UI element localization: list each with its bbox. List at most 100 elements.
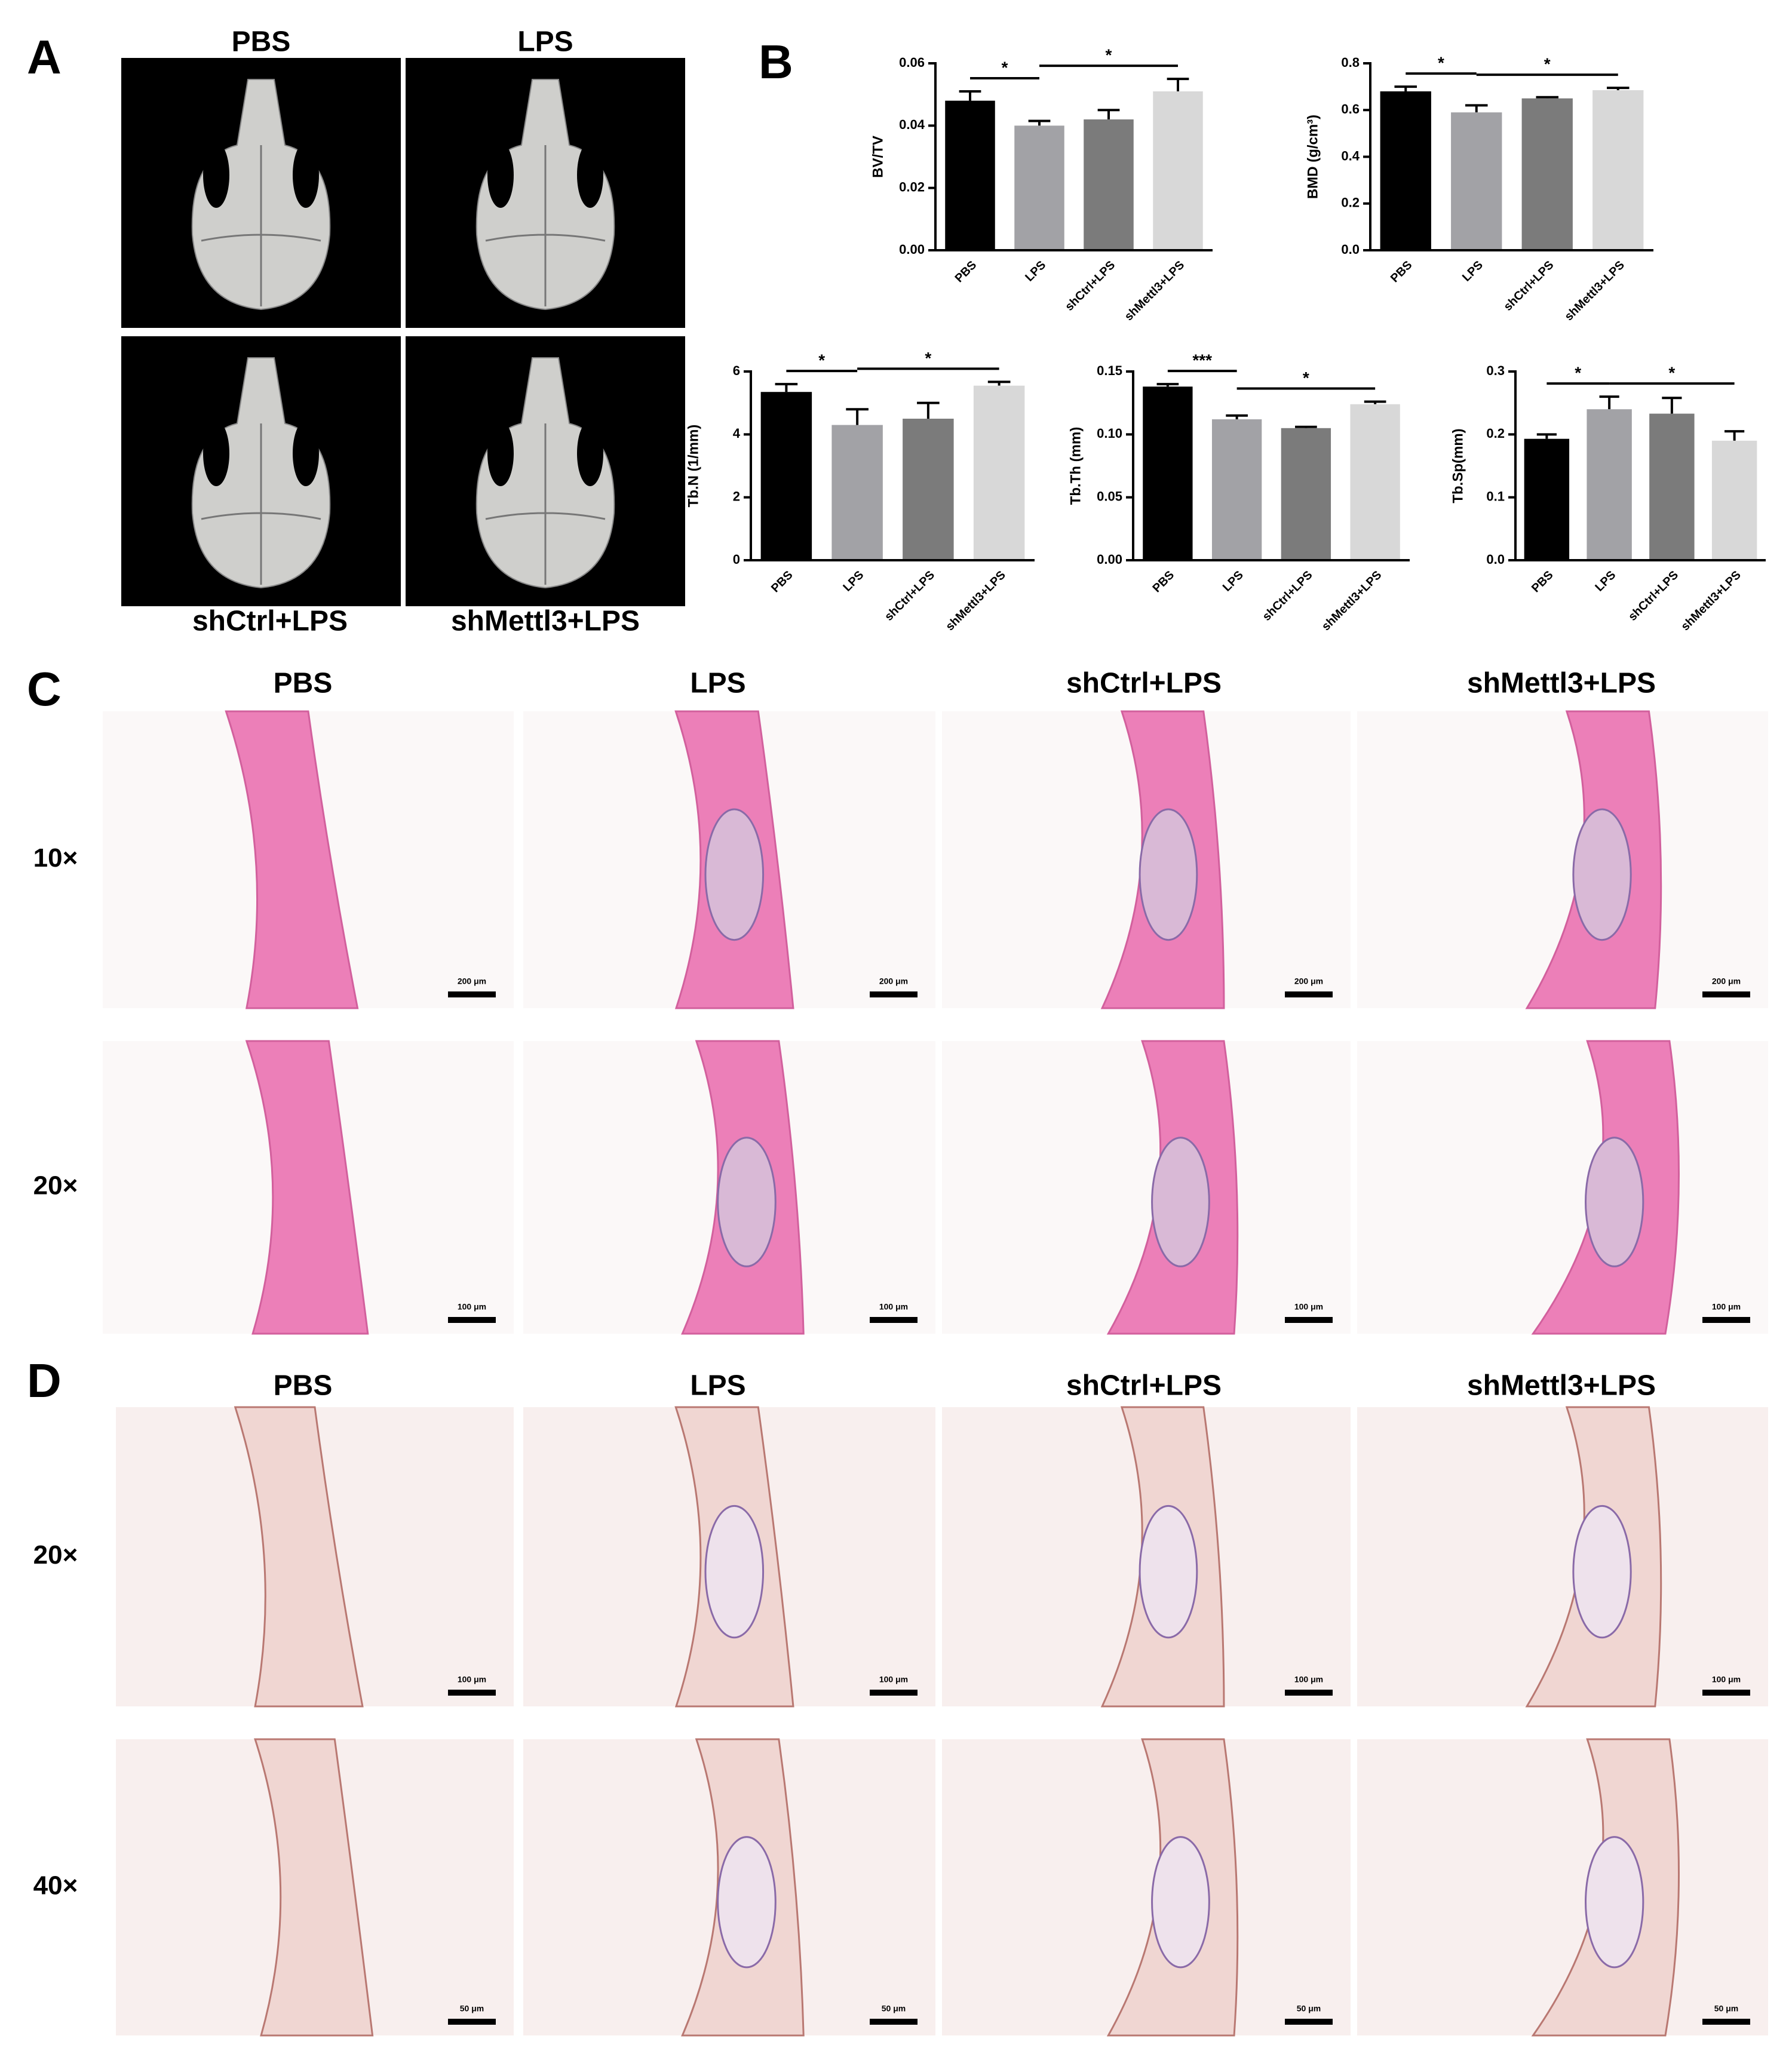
y-tick-label: 0.2 xyxy=(1341,195,1360,210)
marrow xyxy=(1151,1836,1210,1969)
scale-bar xyxy=(870,991,918,997)
significance-label: *** xyxy=(1192,351,1212,369)
panel-letter: B xyxy=(759,35,793,88)
scale-bar-label: 50 μm xyxy=(1297,2004,1321,2013)
y-axis-label: Tb.Th (mm) xyxy=(1067,427,1084,505)
marrow xyxy=(1151,1137,1210,1267)
scale-bar-label: 50 μm xyxy=(460,2004,484,2013)
marrow xyxy=(1585,1137,1644,1267)
y-tick-label: 0.0 xyxy=(1341,242,1360,257)
orbit xyxy=(293,142,319,208)
row-label: 10× xyxy=(33,843,78,873)
marrow xyxy=(704,1505,765,1639)
orbit xyxy=(293,420,319,486)
scale-bar-label: 100 μm xyxy=(1712,1302,1741,1312)
bar xyxy=(1153,91,1203,250)
y-axis-label: BMD (g/cm³) xyxy=(1305,115,1321,199)
bar xyxy=(945,100,995,250)
y-tick-label: 0.3 xyxy=(1486,363,1505,378)
bar xyxy=(1711,440,1757,560)
scale-bar-label: 100 μm xyxy=(1712,1675,1741,1684)
orbit xyxy=(487,420,514,486)
group-label: shCtrl+LPS xyxy=(192,606,348,637)
scale-bar xyxy=(448,1317,496,1323)
scale-bar-label: 100 μm xyxy=(1294,1675,1323,1684)
row-label: 20× xyxy=(33,1171,78,1200)
row-label: 40× xyxy=(33,1871,78,1900)
scale-bar xyxy=(1285,991,1333,997)
tissue xyxy=(254,1738,374,2037)
column-header: shCtrl+LPS xyxy=(1066,668,1222,699)
scale-bar-label: 50 μm xyxy=(1714,2004,1738,2013)
panel-letter: A xyxy=(27,30,62,84)
y-tick-label: 0.00 xyxy=(899,242,925,257)
bar xyxy=(1281,428,1331,560)
scale-bar xyxy=(1285,1690,1333,1696)
marrow xyxy=(1585,1836,1644,1969)
column-header: shMettl3+LPS xyxy=(1467,1370,1656,1402)
y-axis-label: Tb.N (1/mm) xyxy=(685,425,701,508)
y-tick-label: 0.00 xyxy=(1097,552,1122,567)
orbit xyxy=(487,142,514,208)
panel-letter: C xyxy=(27,662,62,716)
column-header: PBS xyxy=(274,668,333,699)
significance-label: * xyxy=(818,351,825,369)
group-label: shMettl3+LPS xyxy=(451,606,640,637)
scale-bar-label: 200 μm xyxy=(879,977,908,986)
scale-bar xyxy=(1285,1317,1333,1323)
bar xyxy=(1014,125,1064,250)
y-tick-label: 0.0 xyxy=(1486,552,1505,567)
scale-bar-label: 100 μm xyxy=(1294,1302,1323,1312)
significance-label: * xyxy=(1002,58,1008,76)
bar xyxy=(760,392,812,560)
y-tick-label: 0.05 xyxy=(1097,489,1122,503)
marrow xyxy=(704,808,765,941)
y-tick-label: 0.6 xyxy=(1341,102,1360,116)
bar xyxy=(1521,98,1573,250)
scale-bar xyxy=(448,991,496,997)
scale-bar xyxy=(448,1690,496,1696)
bar xyxy=(1649,413,1695,560)
orbit xyxy=(203,142,229,208)
suture xyxy=(485,145,606,306)
bar xyxy=(1143,386,1193,560)
suture xyxy=(201,423,321,585)
suture xyxy=(201,145,321,306)
column-header: LPS xyxy=(690,668,745,699)
y-axis-label: Tb.Sp(mm) xyxy=(1450,428,1466,503)
bar xyxy=(1587,409,1632,560)
marrow xyxy=(1139,1505,1198,1639)
group-label: LPS xyxy=(517,26,573,58)
scale-bar-label: 100 μm xyxy=(879,1675,908,1684)
orbit xyxy=(577,420,603,486)
scale-bar xyxy=(1285,2019,1333,2025)
marrow xyxy=(1572,1505,1632,1639)
scale-bar-label: 200 μm xyxy=(1712,977,1741,986)
y-tick-label: 6 xyxy=(733,363,740,378)
y-tick-label: 0.4 xyxy=(1341,148,1360,163)
y-tick-label: 4 xyxy=(733,426,741,441)
column-header: PBS xyxy=(274,1370,333,1402)
y-axis-label: BV/TV xyxy=(870,136,886,178)
scale-bar xyxy=(870,1690,918,1696)
y-tick-label: 0.06 xyxy=(899,55,925,70)
scale-bar xyxy=(1702,2019,1750,2025)
y-tick-label: 0.02 xyxy=(899,179,925,194)
scale-bar-label: 50 μm xyxy=(882,2004,906,2013)
y-tick-label: 0.15 xyxy=(1097,363,1122,378)
bar xyxy=(1211,419,1262,560)
orbit xyxy=(577,142,603,208)
marrow xyxy=(1572,808,1632,941)
bar xyxy=(973,385,1025,560)
scale-bar xyxy=(448,2019,496,2025)
bar xyxy=(1592,90,1644,250)
marrow xyxy=(1139,808,1198,941)
bar xyxy=(1451,112,1502,250)
column-header: shCtrl+LPS xyxy=(1066,1370,1222,1402)
bar xyxy=(1084,119,1134,250)
bar xyxy=(1350,404,1400,560)
scale-bar xyxy=(1702,991,1750,997)
suture xyxy=(485,423,606,585)
scale-bar xyxy=(870,1317,918,1323)
row-label: 20× xyxy=(33,1540,78,1570)
